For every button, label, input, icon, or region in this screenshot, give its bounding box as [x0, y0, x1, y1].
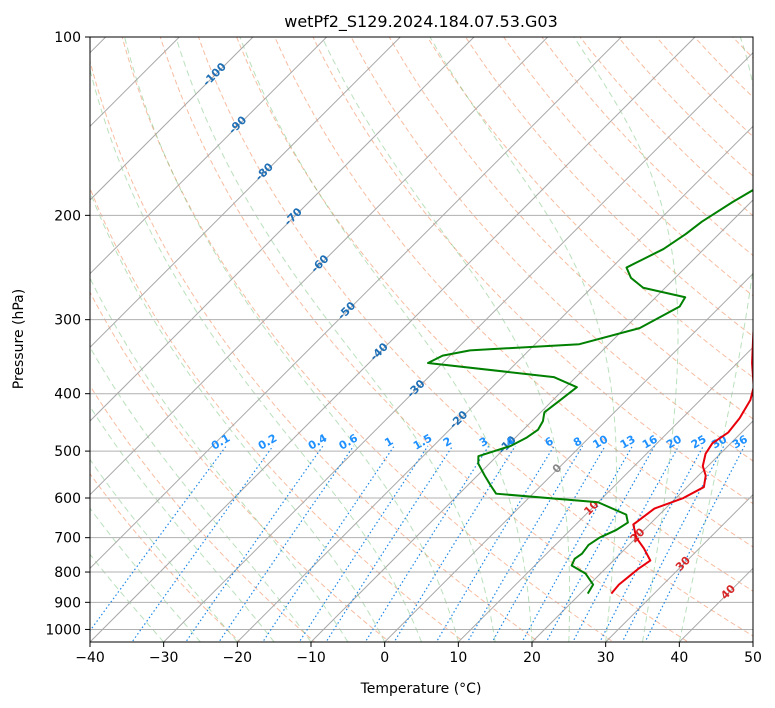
- dry-adiabat: [388, 37, 753, 420]
- y-tick-label: 900: [54, 595, 81, 611]
- plot-frame: [89, 36, 754, 643]
- moist-adiabat: [90, 277, 349, 642]
- temperature-profile-line: [610, 330, 753, 595]
- isotherm-line: [531, 420, 753, 642]
- mixing-ratio-line: [393, 445, 516, 642]
- mixing-ratio-line: [545, 445, 656, 642]
- mixing-ratio-line: [466, 445, 584, 642]
- mixing-ratio-line: [364, 445, 490, 642]
- dry-adiabat: [90, 384, 316, 642]
- x-axis-label: Temperature (°C): [360, 681, 482, 697]
- x-tick-label: −20: [223, 650, 253, 666]
- dewpoint-profile-line: [426, 188, 753, 595]
- isotherm-line: [90, 37, 402, 349]
- moist-adiabats: [90, 37, 753, 642]
- y-tick-label: 600: [54, 491, 81, 507]
- mixing-ratio-line: [521, 445, 634, 642]
- moist-adiabat: [124, 37, 459, 642]
- moist-adiabat: [90, 507, 201, 642]
- y-tick-label: 800: [54, 565, 81, 581]
- dry-adiabat: [503, 37, 753, 297]
- dry-adiabat: [90, 59, 540, 642]
- isotherm-line: [90, 37, 623, 570]
- mixing-ratio-line: [262, 445, 395, 642]
- skewed-isotherms: [90, 37, 753, 642]
- isotherm-line: [90, 37, 181, 128]
- y-tick-label: 400: [54, 387, 81, 403]
- x-tick-label: −30: [149, 650, 179, 666]
- isotherm-line: [90, 37, 549, 496]
- y-tick-label: 100: [54, 30, 81, 46]
- y-tick-label: 700: [54, 531, 81, 547]
- y-tick-label: 1000: [45, 622, 81, 638]
- x-tick-label: 40: [670, 650, 688, 666]
- dry-adiabat: [197, 37, 753, 637]
- moist-adiabat: [90, 553, 165, 642]
- mixing-ratio-line: [644, 445, 746, 642]
- x-tick-label: 10: [449, 650, 467, 666]
- mixing-ratio-line: [131, 445, 274, 642]
- y-axis: 100 200 300 400 500 600 700 800 900 1000: [45, 30, 90, 638]
- y-tick-label: 200: [54, 208, 81, 224]
- mixing-ratio-labels: 0.1 0.2 0.4 0.6 1 1.5 2 3 4 6 8 10 13 16 20 25 30 36: [209, 431, 750, 452]
- moist-adiabat: [678, 37, 753, 642]
- isotherm-line: [162, 51, 753, 642]
- moist-adiabat: [573, 37, 679, 642]
- isotherm-line: [90, 37, 696, 642]
- moist-adiabat: [90, 67, 422, 642]
- moist-adiabat: [90, 190, 386, 642]
- y-axis-label: Pressure (hPa): [11, 289, 27, 389]
- moist-adiabat: [90, 405, 275, 642]
- moist-adiabat: [239, 37, 533, 642]
- pressure-gridlines: [90, 37, 753, 630]
- x-tick-label: 50: [744, 650, 762, 666]
- x-tick-label: −40: [75, 650, 105, 666]
- x-tick-label: −10: [296, 650, 326, 666]
- x-axis: −40 −30 −20 −10 0 10 20 30 40 50: [75, 642, 762, 666]
- dry-adiabat: [274, 37, 753, 548]
- dry-adiabat: [90, 291, 391, 642]
- isotherm-line: [457, 346, 753, 642]
- moist-adiabat: [175, 37, 496, 642]
- mixing-ratio-line: [572, 445, 680, 642]
- mixing-ratio-lines: [90, 445, 746, 642]
- isotherm-line: [90, 37, 475, 422]
- isotherm-line: [310, 199, 753, 642]
- dry-adiabat: [159, 37, 690, 642]
- moist-adiabat: [90, 458, 238, 642]
- dry-adiabat: [121, 37, 615, 642]
- x-tick-label: 0: [380, 650, 389, 666]
- moist-adiabat: [429, 37, 617, 642]
- dry-adiabat: [312, 37, 753, 505]
- x-tick-label: 20: [523, 650, 541, 666]
- dry-adiabat: [236, 37, 753, 592]
- mixing-ratio-line: [491, 445, 606, 642]
- mixing-ratio-line: [218, 445, 355, 642]
- mixing-ratio-line: [435, 445, 555, 642]
- chart-title: wetPf2_S129.2024.184.07.53.G03: [284, 12, 558, 32]
- profile-series: [426, 188, 753, 595]
- isotherm-line: [236, 125, 753, 642]
- y-tick-label: 500: [54, 444, 81, 460]
- isotherm-line: [604, 493, 753, 642]
- x-tick-label: 30: [597, 650, 615, 666]
- isotherm-line: [383, 272, 753, 642]
- isotherm-line: [90, 37, 254, 201]
- isotherm-line: [90, 37, 328, 275]
- moist-adiabat: [321, 37, 571, 642]
- mixing-ratio-line: [621, 445, 725, 642]
- dry-adiabat: [90, 186, 465, 642]
- y-tick-label: 300: [54, 313, 81, 329]
